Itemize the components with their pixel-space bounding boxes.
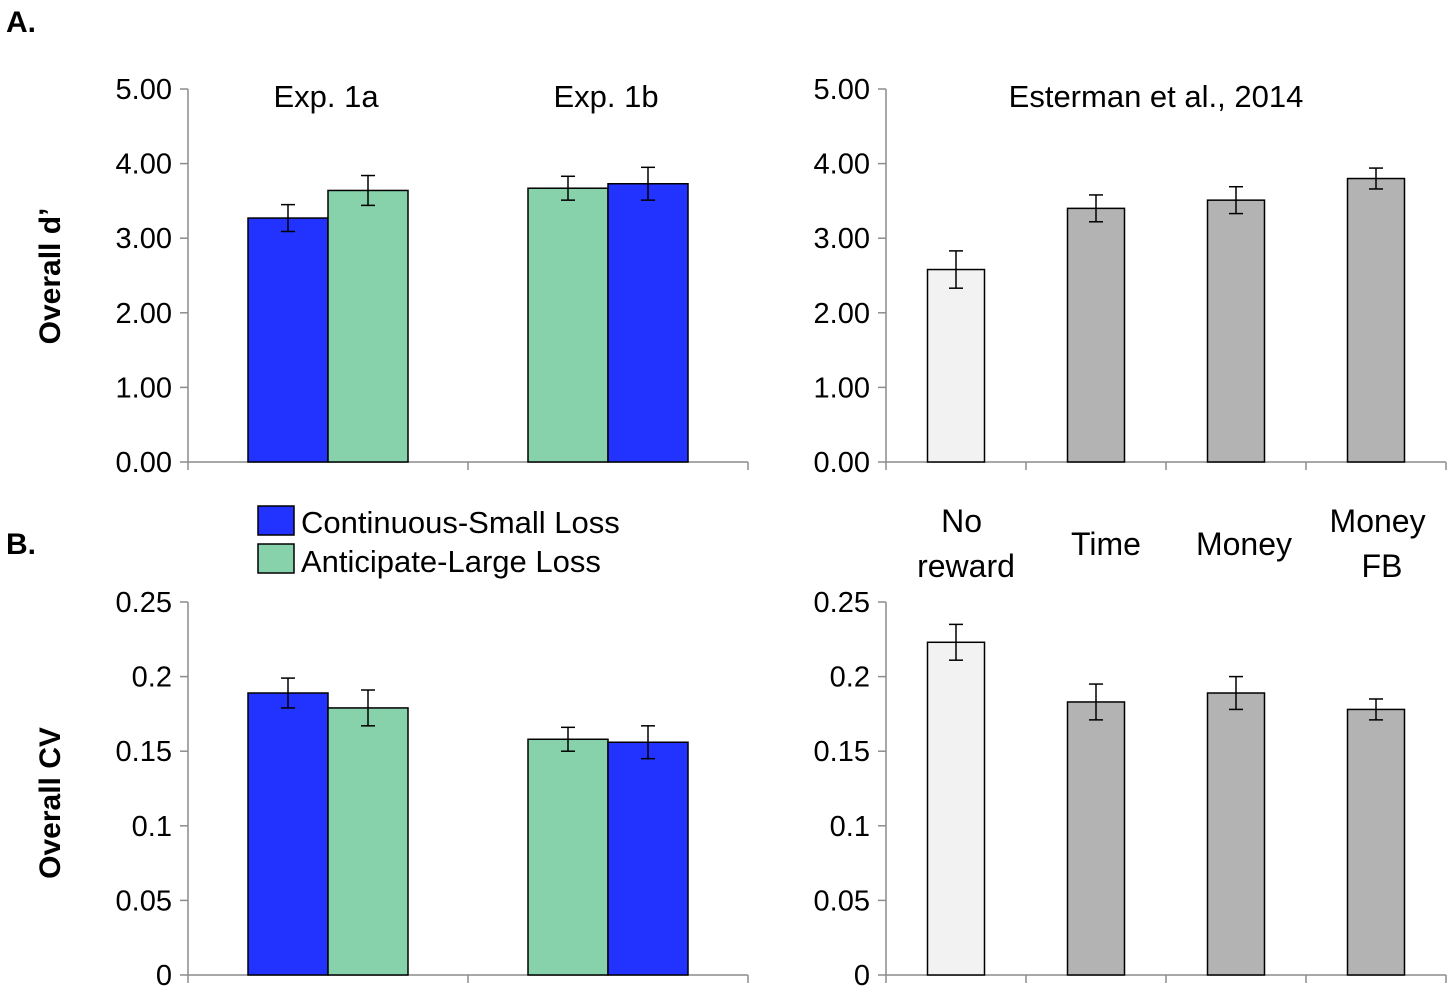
b-right-bar-money [1208, 693, 1265, 975]
b-left-y-tick-label: 0.05 [116, 885, 172, 917]
group-title-exp-1b: Exp. 1b [553, 79, 658, 114]
b-left-bar-group1-continuous-small-loss [248, 693, 328, 975]
panel-label-b: B. [6, 528, 36, 561]
a-right-y-tick-label: 4.00 [814, 149, 870, 181]
b-right-y-tick-label: 0.05 [814, 885, 870, 917]
a-right-y-tick-label: 0.00 [814, 447, 870, 479]
chart-a-right: Esterman et al., 2014 0.00 1.00 2.00 3.00 4.… [814, 74, 1446, 479]
chart-b-left: Overall CV 0 0.05 0.1 0.15 0.2 0.25 [34, 587, 748, 989]
a-left-y-tick-label: 0.00 [116, 447, 172, 479]
a-left-bar-group2-continuous-small-loss [608, 184, 688, 462]
category-label-time: Time [1071, 526, 1141, 562]
b-right-bar-time [1068, 702, 1125, 975]
category-label-money: Money [1196, 526, 1292, 562]
b-left-bar-group2-continuous-small-loss [608, 742, 688, 975]
b-right-y-tick-label: 0.2 [830, 662, 870, 694]
b-right-y-tick-label: 0.15 [814, 736, 870, 768]
b-right-y-tick-label: 0.1 [830, 811, 870, 843]
a-left-bar-group1-continuous-small-loss [248, 218, 328, 462]
y-axis-label-a: Overall d’ [34, 208, 67, 345]
group-title-exp-1a: Exp. 1a [273, 79, 379, 114]
category-labels: No reward Time Money Money FB [917, 503, 1434, 584]
a-right-bar-no-reward [928, 270, 985, 462]
a-left-y-tick-label: 1.00 [116, 372, 172, 404]
a-right-y-tick-label: 1.00 [814, 372, 870, 404]
a-left-y-tick-label: 4.00 [116, 149, 172, 181]
a-right-bar-money-fb [1348, 179, 1405, 462]
a-right-y-tick-label: 3.00 [814, 223, 870, 255]
b-right-y-tick-label: 0 [854, 960, 870, 989]
a-left-y-tick-label: 3.00 [116, 223, 172, 255]
a-left-y-tick-label: 2.00 [116, 298, 172, 330]
a-left-y-tick-label: 5.00 [116, 74, 172, 106]
b-left-y-tick-label: 0.25 [116, 587, 172, 619]
legend: Continuous-Small Loss Anticipate-Large L… [258, 505, 620, 579]
category-label-no-reward: No reward [917, 503, 1015, 584]
panel-label-a: A. [6, 6, 36, 39]
legend-label-continuous-small-loss: Continuous-Small Loss [301, 505, 620, 540]
category-label-money-fb: Money FB [1330, 503, 1435, 584]
b-left-y-tick-label: 0 [156, 960, 172, 989]
b-left-bar-group2-anticipate-large-loss [528, 739, 608, 975]
b-right-bar-money-fb [1348, 709, 1405, 975]
a-right-y-tick-label: 2.00 [814, 298, 870, 330]
a-right-bar-money [1208, 200, 1265, 462]
chart-a-left: Overall d’ Exp. 1a Exp. 1b 0.00 1.00 2.00 3… [34, 74, 748, 479]
b-left-y-tick-label: 0.15 [116, 736, 172, 768]
a-left-bar-group1-anticipate-large-loss [328, 190, 408, 462]
b-right-bar-no-reward [928, 642, 985, 975]
b-left-bar-group1-anticipate-large-loss [328, 708, 408, 975]
chart-b-right: 0 0.05 0.1 0.15 0.2 0.25 [814, 587, 1446, 989]
legend-swatch-continuous-small-loss [258, 506, 294, 535]
legend-label-anticipate-large-loss: Anticipate-Large Loss [301, 544, 601, 579]
b-left-y-tick-label: 0.1 [132, 811, 172, 843]
chart-title-esterman: Esterman et al., 2014 [1009, 79, 1304, 114]
a-right-y-tick-label: 5.00 [814, 74, 870, 106]
b-left-y-tick-label: 0.2 [132, 662, 172, 694]
b-right-y-tick-label: 0.25 [814, 587, 870, 619]
y-axis-label-b: Overall CV [34, 727, 67, 879]
a-right-bar-time [1068, 208, 1125, 462]
a-left-bar-group2-anticipate-large-loss [528, 188, 608, 462]
legend-swatch-anticipate-large-loss [258, 544, 294, 573]
